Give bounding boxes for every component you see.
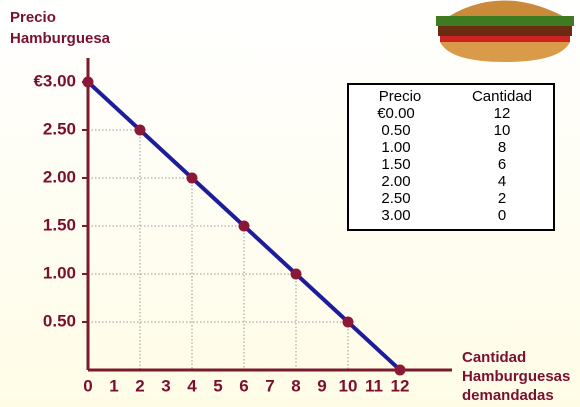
- point: [135, 125, 146, 136]
- table-cell: 2: [498, 190, 506, 207]
- table-cell: 2.00: [381, 173, 410, 190]
- y-tick-label: 1.00: [43, 263, 76, 282]
- x-tick-label: 7: [265, 376, 274, 395]
- x-tick-label: 12: [391, 376, 410, 395]
- y-tick-label: 2.00: [43, 167, 76, 186]
- x-axis-label: Hamburguesas: [462, 368, 570, 385]
- table-cell: 6: [498, 156, 506, 173]
- point: [291, 269, 302, 280]
- table-cell: 1.00: [381, 139, 410, 156]
- table-cell: €0.00: [377, 105, 415, 122]
- x-axis-label: Cantidad: [462, 349, 526, 366]
- x-tick-label: 6: [239, 376, 248, 395]
- table-cell: 3.00: [381, 207, 410, 224]
- x-tick-label: 2: [135, 376, 144, 395]
- y-axis-label: Precio: [10, 9, 56, 26]
- table-cell: 2.50: [381, 190, 410, 207]
- y-tick-label: 2.50: [43, 119, 76, 138]
- y-tick-label: 1.50: [43, 215, 76, 234]
- y-axis-label: Hamburguesa: [10, 30, 111, 47]
- x-tick-label: 3: [161, 376, 170, 395]
- point: [239, 221, 250, 232]
- x-tick-label: 0: [83, 376, 92, 395]
- table-cell: 0.50: [381, 122, 410, 139]
- y-tick-label: 0.50: [43, 311, 76, 330]
- x-tick-label: 11: [365, 376, 383, 395]
- point: [343, 317, 354, 328]
- point: [187, 173, 198, 184]
- point: [395, 365, 406, 376]
- y-tick-label: €3.00: [33, 71, 76, 90]
- page: 0.501.001.502.002.50€3.00012345678910111…: [0, 0, 580, 407]
- x-tick-label: 1: [109, 376, 118, 395]
- table-header: Cantidad: [472, 88, 532, 105]
- chart: 0.501.001.502.002.50€3.00012345678910111…: [0, 0, 580, 407]
- point: [83, 77, 94, 88]
- x-tick-label: 10: [339, 376, 358, 395]
- hamburger-icon: [436, 0, 574, 62]
- x-axis-label: demandadas: [462, 387, 554, 404]
- x-tick-label: 9: [317, 376, 326, 395]
- table-cell: 12: [494, 105, 511, 122]
- table-cell: 1.50: [381, 156, 410, 173]
- x-tick-label: 8: [291, 376, 300, 395]
- table-cell: 8: [498, 139, 506, 156]
- x-tick-label: 5: [213, 376, 222, 395]
- table-cell: 0: [498, 207, 506, 224]
- table-cell: 4: [498, 173, 506, 190]
- table-header: Precio: [379, 88, 422, 105]
- table-cell: 10: [494, 122, 511, 139]
- x-tick-label: 4: [187, 376, 197, 395]
